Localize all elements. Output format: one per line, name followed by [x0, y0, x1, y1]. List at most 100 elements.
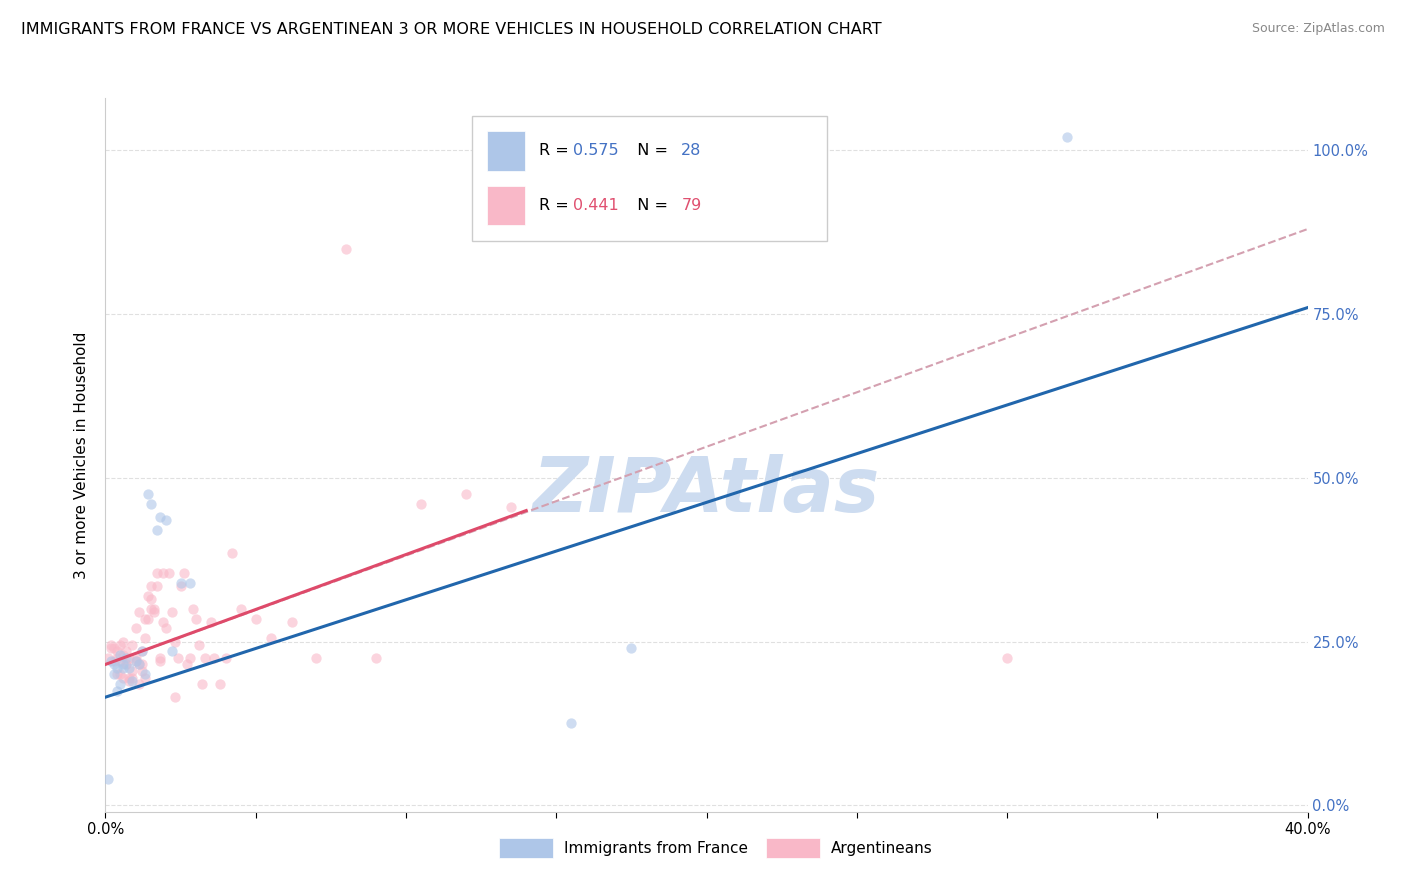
- FancyBboxPatch shape: [499, 838, 553, 858]
- Point: [501, 500, 523, 515]
- Point: [221, 546, 243, 560]
- Point: [163, 634, 186, 648]
- Point: [112, 661, 135, 675]
- Point: [97, 651, 120, 665]
- Point: [110, 667, 132, 681]
- Point: [121, 671, 143, 685]
- Point: [110, 654, 132, 668]
- Point: [281, 615, 304, 629]
- Point: [163, 690, 186, 705]
- Text: N =: N =: [627, 144, 673, 159]
- Point: [112, 648, 135, 662]
- Point: [214, 651, 236, 665]
- Point: [139, 591, 162, 606]
- Point: [995, 651, 1018, 665]
- Point: [139, 579, 162, 593]
- Text: R =: R =: [540, 198, 574, 213]
- Point: [107, 667, 129, 681]
- Point: [107, 644, 129, 658]
- Point: [124, 654, 146, 668]
- Point: [194, 651, 217, 665]
- Point: [157, 566, 180, 580]
- Point: [107, 683, 129, 698]
- Text: Argentineans: Argentineans: [831, 841, 932, 855]
- Point: [136, 611, 159, 625]
- Point: [103, 641, 125, 656]
- Point: [112, 671, 135, 685]
- FancyBboxPatch shape: [766, 838, 820, 858]
- Y-axis label: 3 or more Vehicles in Household: 3 or more Vehicles in Household: [75, 331, 90, 579]
- Point: [115, 657, 138, 672]
- Point: [364, 651, 387, 665]
- Point: [136, 487, 159, 501]
- Point: [166, 651, 188, 665]
- Point: [620, 641, 643, 656]
- Text: ZIPAtlas: ZIPAtlas: [533, 454, 880, 527]
- Point: [124, 651, 146, 665]
- Point: [124, 621, 146, 635]
- Point: [110, 638, 132, 652]
- Text: R =: R =: [540, 144, 574, 159]
- Point: [136, 589, 159, 603]
- Point: [121, 673, 143, 688]
- Point: [118, 651, 141, 665]
- Point: [202, 651, 225, 665]
- Point: [118, 661, 141, 675]
- Text: N =: N =: [627, 198, 673, 213]
- Point: [260, 632, 283, 646]
- Point: [173, 566, 195, 580]
- Point: [121, 664, 143, 678]
- Point: [179, 651, 201, 665]
- Point: [128, 677, 150, 691]
- Text: 0.575: 0.575: [574, 144, 619, 159]
- Point: [179, 575, 201, 590]
- Point: [118, 673, 141, 688]
- Point: [169, 579, 191, 593]
- Point: [229, 601, 252, 615]
- Point: [148, 651, 170, 665]
- Text: Source: ZipAtlas.com: Source: ZipAtlas.com: [1251, 22, 1385, 36]
- Point: [100, 654, 122, 668]
- Point: [454, 487, 477, 501]
- Point: [181, 601, 204, 615]
- Point: [155, 513, 177, 527]
- Point: [305, 651, 328, 665]
- Point: [124, 654, 146, 668]
- Point: [145, 579, 167, 593]
- Point: [131, 644, 153, 658]
- Point: [115, 644, 138, 658]
- Point: [200, 615, 222, 629]
- Point: [184, 611, 207, 625]
- Point: [152, 615, 174, 629]
- Text: IMMIGRANTS FROM FRANCE VS ARGENTINEAN 3 OR MORE VEHICLES IN HOUSEHOLD CORRELATIO: IMMIGRANTS FROM FRANCE VS ARGENTINEAN 3 …: [21, 22, 882, 37]
- Point: [145, 523, 167, 537]
- Point: [155, 621, 177, 635]
- Text: 28: 28: [682, 144, 702, 159]
- Point: [134, 671, 156, 685]
- Text: 0.441: 0.441: [574, 198, 619, 213]
- Point: [152, 566, 174, 580]
- FancyBboxPatch shape: [486, 186, 524, 226]
- Point: [139, 601, 162, 615]
- FancyBboxPatch shape: [486, 131, 524, 170]
- Point: [169, 575, 191, 590]
- Point: [142, 601, 165, 615]
- Point: [134, 611, 156, 625]
- Point: [128, 657, 150, 672]
- Point: [100, 641, 122, 656]
- Point: [160, 644, 183, 658]
- Point: [190, 677, 212, 691]
- Point: [1056, 130, 1078, 145]
- Point: [145, 566, 167, 580]
- Point: [134, 667, 156, 681]
- Point: [115, 657, 138, 672]
- Point: [128, 657, 150, 672]
- Point: [131, 644, 153, 658]
- Point: [134, 632, 156, 646]
- Text: 79: 79: [682, 198, 702, 213]
- Point: [245, 611, 267, 625]
- Point: [110, 648, 132, 662]
- Point: [148, 654, 170, 668]
- Point: [131, 657, 153, 672]
- Point: [103, 667, 125, 681]
